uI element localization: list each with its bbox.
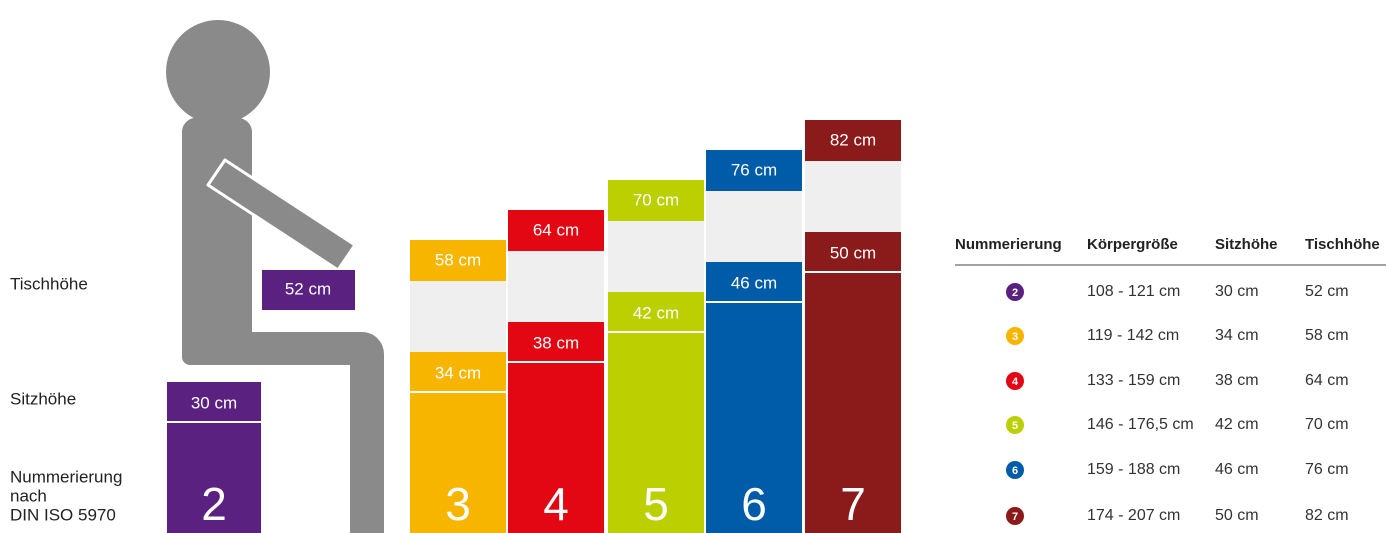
table-cell: 46 cm — [1215, 461, 1259, 478]
badge-number: 2 — [1012, 287, 1018, 299]
seat-label: 46 cm — [731, 273, 777, 292]
table-cell: 64 cm — [1305, 372, 1349, 389]
table-label: 76 cm — [731, 160, 777, 179]
size-number: 2 — [201, 478, 227, 530]
table-cell: 133 - 159 cm — [1087, 372, 1180, 389]
row-label: nach — [10, 486, 47, 505]
table-cell: 108 - 121 cm — [1087, 283, 1180, 300]
badge-number: 3 — [1012, 331, 1018, 343]
seat-label: 50 cm — [830, 243, 876, 262]
row-label: Nummerierung — [10, 467, 122, 486]
table-label: 52 cm — [285, 279, 331, 298]
badge-number: 7 — [1012, 511, 1018, 523]
gap — [410, 281, 506, 352]
row-label: Tischhöhe — [10, 274, 88, 293]
table-label: 64 cm — [533, 220, 579, 239]
table-cell: 146 - 176,5 cm — [1087, 416, 1194, 433]
table-header: Nummerierung — [955, 236, 1062, 253]
gap — [706, 191, 802, 262]
gap — [805, 161, 901, 232]
table-label: 58 cm — [435, 250, 481, 269]
gap — [508, 251, 604, 322]
size-number: 3 — [445, 478, 471, 530]
badge-number: 4 — [1012, 376, 1019, 388]
table-header: Körpergröße — [1087, 236, 1178, 253]
seat-label: 34 cm — [435, 363, 481, 382]
table-label: 70 cm — [633, 190, 679, 209]
size-number: 6 — [741, 478, 767, 530]
seat-label: 30 cm — [191, 393, 237, 412]
table-cell: 119 - 142 cm — [1087, 327, 1179, 344]
table-cell: 159 - 188 cm — [1087, 461, 1180, 478]
table-label: 82 cm — [830, 130, 876, 149]
size-number: 5 — [643, 478, 669, 530]
table-cell: 70 cm — [1305, 416, 1349, 433]
table-cell: 42 cm — [1215, 416, 1259, 433]
gap — [608, 221, 704, 292]
table-header: Sitzhöhe — [1215, 236, 1278, 253]
table-header: Tischhöhe — [1305, 236, 1380, 253]
seat-label: 38 cm — [533, 333, 579, 352]
badge-number: 6 — [1012, 465, 1018, 477]
table-cell: 34 cm — [1215, 327, 1259, 344]
infographic: Tischhöhe Sitzhöhe Nummerierung nach DIN… — [0, 0, 1386, 533]
table-cell: 58 cm — [1305, 327, 1349, 344]
size-number: 7 — [840, 478, 866, 530]
table-cell: 38 cm — [1215, 372, 1259, 389]
seat-label: 42 cm — [633, 303, 679, 322]
table-cell: 76 cm — [1305, 461, 1349, 478]
size-number: 4 — [543, 478, 569, 530]
table-cell: 52 cm — [1305, 283, 1349, 300]
table-cell: 30 cm — [1215, 283, 1259, 300]
table-cell: 50 cm — [1215, 507, 1259, 524]
table-cell: 174 - 207 cm — [1087, 507, 1180, 524]
table-cell: 82 cm — [1305, 507, 1349, 524]
row-label: Sitzhöhe — [10, 389, 76, 408]
badge-number: 5 — [1012, 420, 1018, 432]
row-label: DIN ISO 5970 — [10, 505, 116, 524]
